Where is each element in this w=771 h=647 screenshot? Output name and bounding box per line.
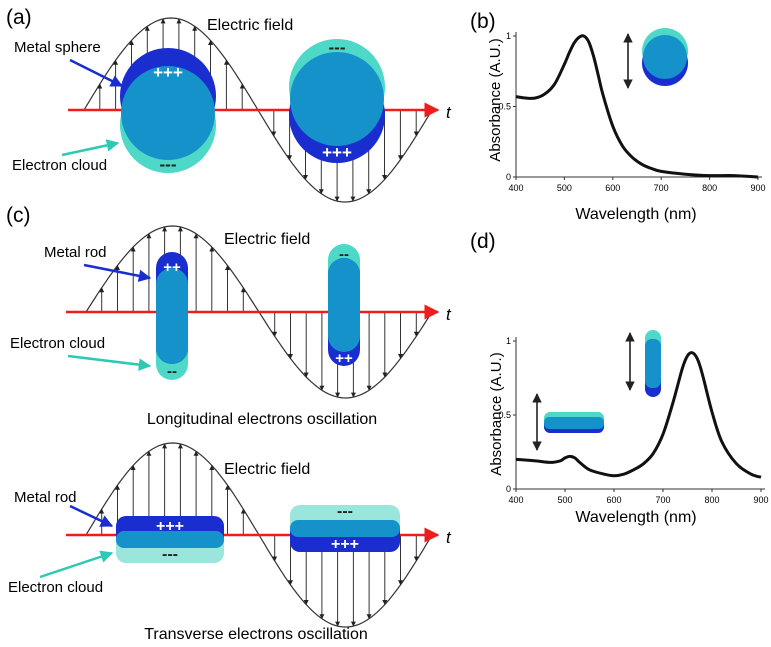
x-tick-label: 700 bbox=[654, 183, 669, 193]
y-axis-label-d: Absorbance (A.U.) bbox=[488, 352, 505, 475]
plus-charge-c1: ++ bbox=[163, 259, 181, 276]
panel-d: (d) Absorbance (A.U.) Wavelength (nm) 40… bbox=[470, 230, 769, 526]
x-tick-label: 400 bbox=[508, 183, 523, 193]
panel-a-letter: (a) bbox=[6, 6, 32, 29]
y-tick-label: 0 bbox=[506, 484, 511, 494]
x-tick-label: 800 bbox=[704, 495, 719, 505]
sphere-overlap-2 bbox=[290, 52, 384, 146]
minus-charge-c3: --- bbox=[162, 546, 178, 563]
metal-sphere-label: Metal sphere bbox=[14, 39, 101, 56]
electron-cloud-label-c1: Electron cloud bbox=[10, 335, 105, 352]
x-tick-label: 600 bbox=[605, 183, 620, 193]
absorbance-series-line bbox=[515, 34, 759, 179]
panel-d-letter: (d) bbox=[470, 230, 496, 253]
rod-overlap-v1 bbox=[156, 268, 188, 364]
metal-sphere-1: +++ --- bbox=[120, 48, 216, 174]
x-tick-label: 800 bbox=[702, 183, 717, 193]
absorbance-series-line bbox=[515, 351, 762, 479]
plus-charge-c3: +++ bbox=[156, 518, 184, 535]
rod-overlap-h2 bbox=[290, 520, 400, 537]
x-tick-label: 700 bbox=[655, 495, 670, 505]
field-label-c2: Electric field bbox=[224, 461, 310, 478]
electron-cloud-pointer-a bbox=[61, 139, 120, 157]
metal-rod-vertical-1: ++ -- bbox=[156, 252, 188, 380]
sphere-icon-overlap bbox=[643, 35, 687, 79]
time-label-c2: t bbox=[446, 528, 452, 547]
panel-b-letter: (b) bbox=[470, 10, 496, 33]
electron-cloud-label-c2: Electron cloud bbox=[8, 579, 103, 596]
electron-cloud-pointer-c2 bbox=[39, 550, 114, 579]
metal-sphere-2: --- +++ bbox=[289, 38, 385, 163]
field-label-a: Electric field bbox=[207, 17, 293, 34]
x-tick-label: 900 bbox=[753, 495, 768, 505]
y-tick-label: 0.5 bbox=[498, 102, 511, 112]
sphere-icon-b bbox=[642, 28, 688, 86]
y-tick-label: 0 bbox=[506, 172, 511, 182]
caption-transverse: Transverse electrons oscillation bbox=[144, 626, 368, 643]
sphere-overlap-1 bbox=[121, 66, 215, 160]
panel-c-letter: (c) bbox=[6, 204, 31, 227]
minus-charge-c2: -- bbox=[339, 246, 349, 263]
rod-overlap-v2 bbox=[328, 258, 360, 352]
rod-icon-v-overlap bbox=[645, 339, 661, 388]
time-label-a: t bbox=[446, 103, 452, 122]
field-label-c1: Electric field bbox=[224, 231, 310, 248]
y-tick-label: 1 bbox=[506, 336, 511, 346]
minus-charge-a1: --- bbox=[160, 155, 177, 174]
x-tick-label: 600 bbox=[606, 495, 621, 505]
metal-rod-horizontal-2: --- +++ bbox=[290, 503, 400, 553]
x-tick-label: 400 bbox=[508, 495, 523, 505]
minus-charge-c4: --- bbox=[337, 503, 353, 520]
metal-rod-label-c2: Metal rod bbox=[14, 489, 77, 506]
metal-rod-label-c1: Metal rod bbox=[44, 244, 107, 261]
plus-charge-a1: +++ bbox=[153, 63, 183, 82]
electron-cloud-label-a: Electron cloud bbox=[12, 157, 107, 174]
electron-cloud-pointer-c1 bbox=[67, 354, 152, 371]
rod-icon-h-overlap bbox=[544, 417, 604, 429]
rod-icon-horizontal bbox=[544, 412, 604, 433]
metal-sphere-pointer bbox=[69, 58, 124, 88]
caption-longitudinal: Longitudinal electrons oscillation bbox=[147, 411, 377, 428]
metal-rod-pointer-c1 bbox=[83, 263, 152, 282]
y-tick-label: 0.5 bbox=[498, 410, 511, 420]
x-axis-label-b: Wavelength (nm) bbox=[575, 206, 696, 223]
x-tick-label: 500 bbox=[557, 495, 572, 505]
rod-overlap-h1 bbox=[116, 531, 224, 548]
metal-rod-vertical-2: -- ++ bbox=[328, 244, 360, 367]
plus-charge-a2: +++ bbox=[322, 143, 352, 162]
plus-charge-c2: ++ bbox=[335, 350, 353, 367]
y-axis-label-b: Absorbance (A.U.) bbox=[487, 38, 504, 161]
plus-charge-c4: +++ bbox=[331, 536, 359, 553]
x-axis-label-d: Wavelength (nm) bbox=[575, 509, 696, 526]
panel-a: (a) t Electric field +++ --- --- +++ Met… bbox=[6, 6, 452, 203]
panel-c-transverse: t Electric field +++ --- --- +++ Metal r… bbox=[8, 442, 452, 643]
y-tick-label: 1 bbox=[506, 31, 511, 41]
absorbance-chart-b: 400 500 600 700 800 900 0 0.5 1 bbox=[498, 31, 765, 193]
x-tick-label: 500 bbox=[557, 183, 572, 193]
metal-rod-pointer-c2 bbox=[69, 504, 114, 528]
minus-charge-c1: -- bbox=[167, 363, 177, 380]
rod-icon-vertical bbox=[645, 330, 661, 397]
x-tick-label: 900 bbox=[750, 183, 765, 193]
panel-b: (b) Absorbance (A.U.) Wavelength (nm) 40… bbox=[470, 10, 766, 223]
minus-charge-a2: --- bbox=[329, 38, 346, 57]
time-label-c1: t bbox=[446, 305, 452, 324]
absorbance-chart-d: 400 500 600 700 800 900 0 0.5 1 bbox=[498, 336, 768, 505]
panel-c-longitudinal: (c) t Electric field ++ -- -- ++ Metal r… bbox=[6, 204, 452, 428]
metal-rod-horizontal-1: +++ --- bbox=[116, 516, 224, 563]
